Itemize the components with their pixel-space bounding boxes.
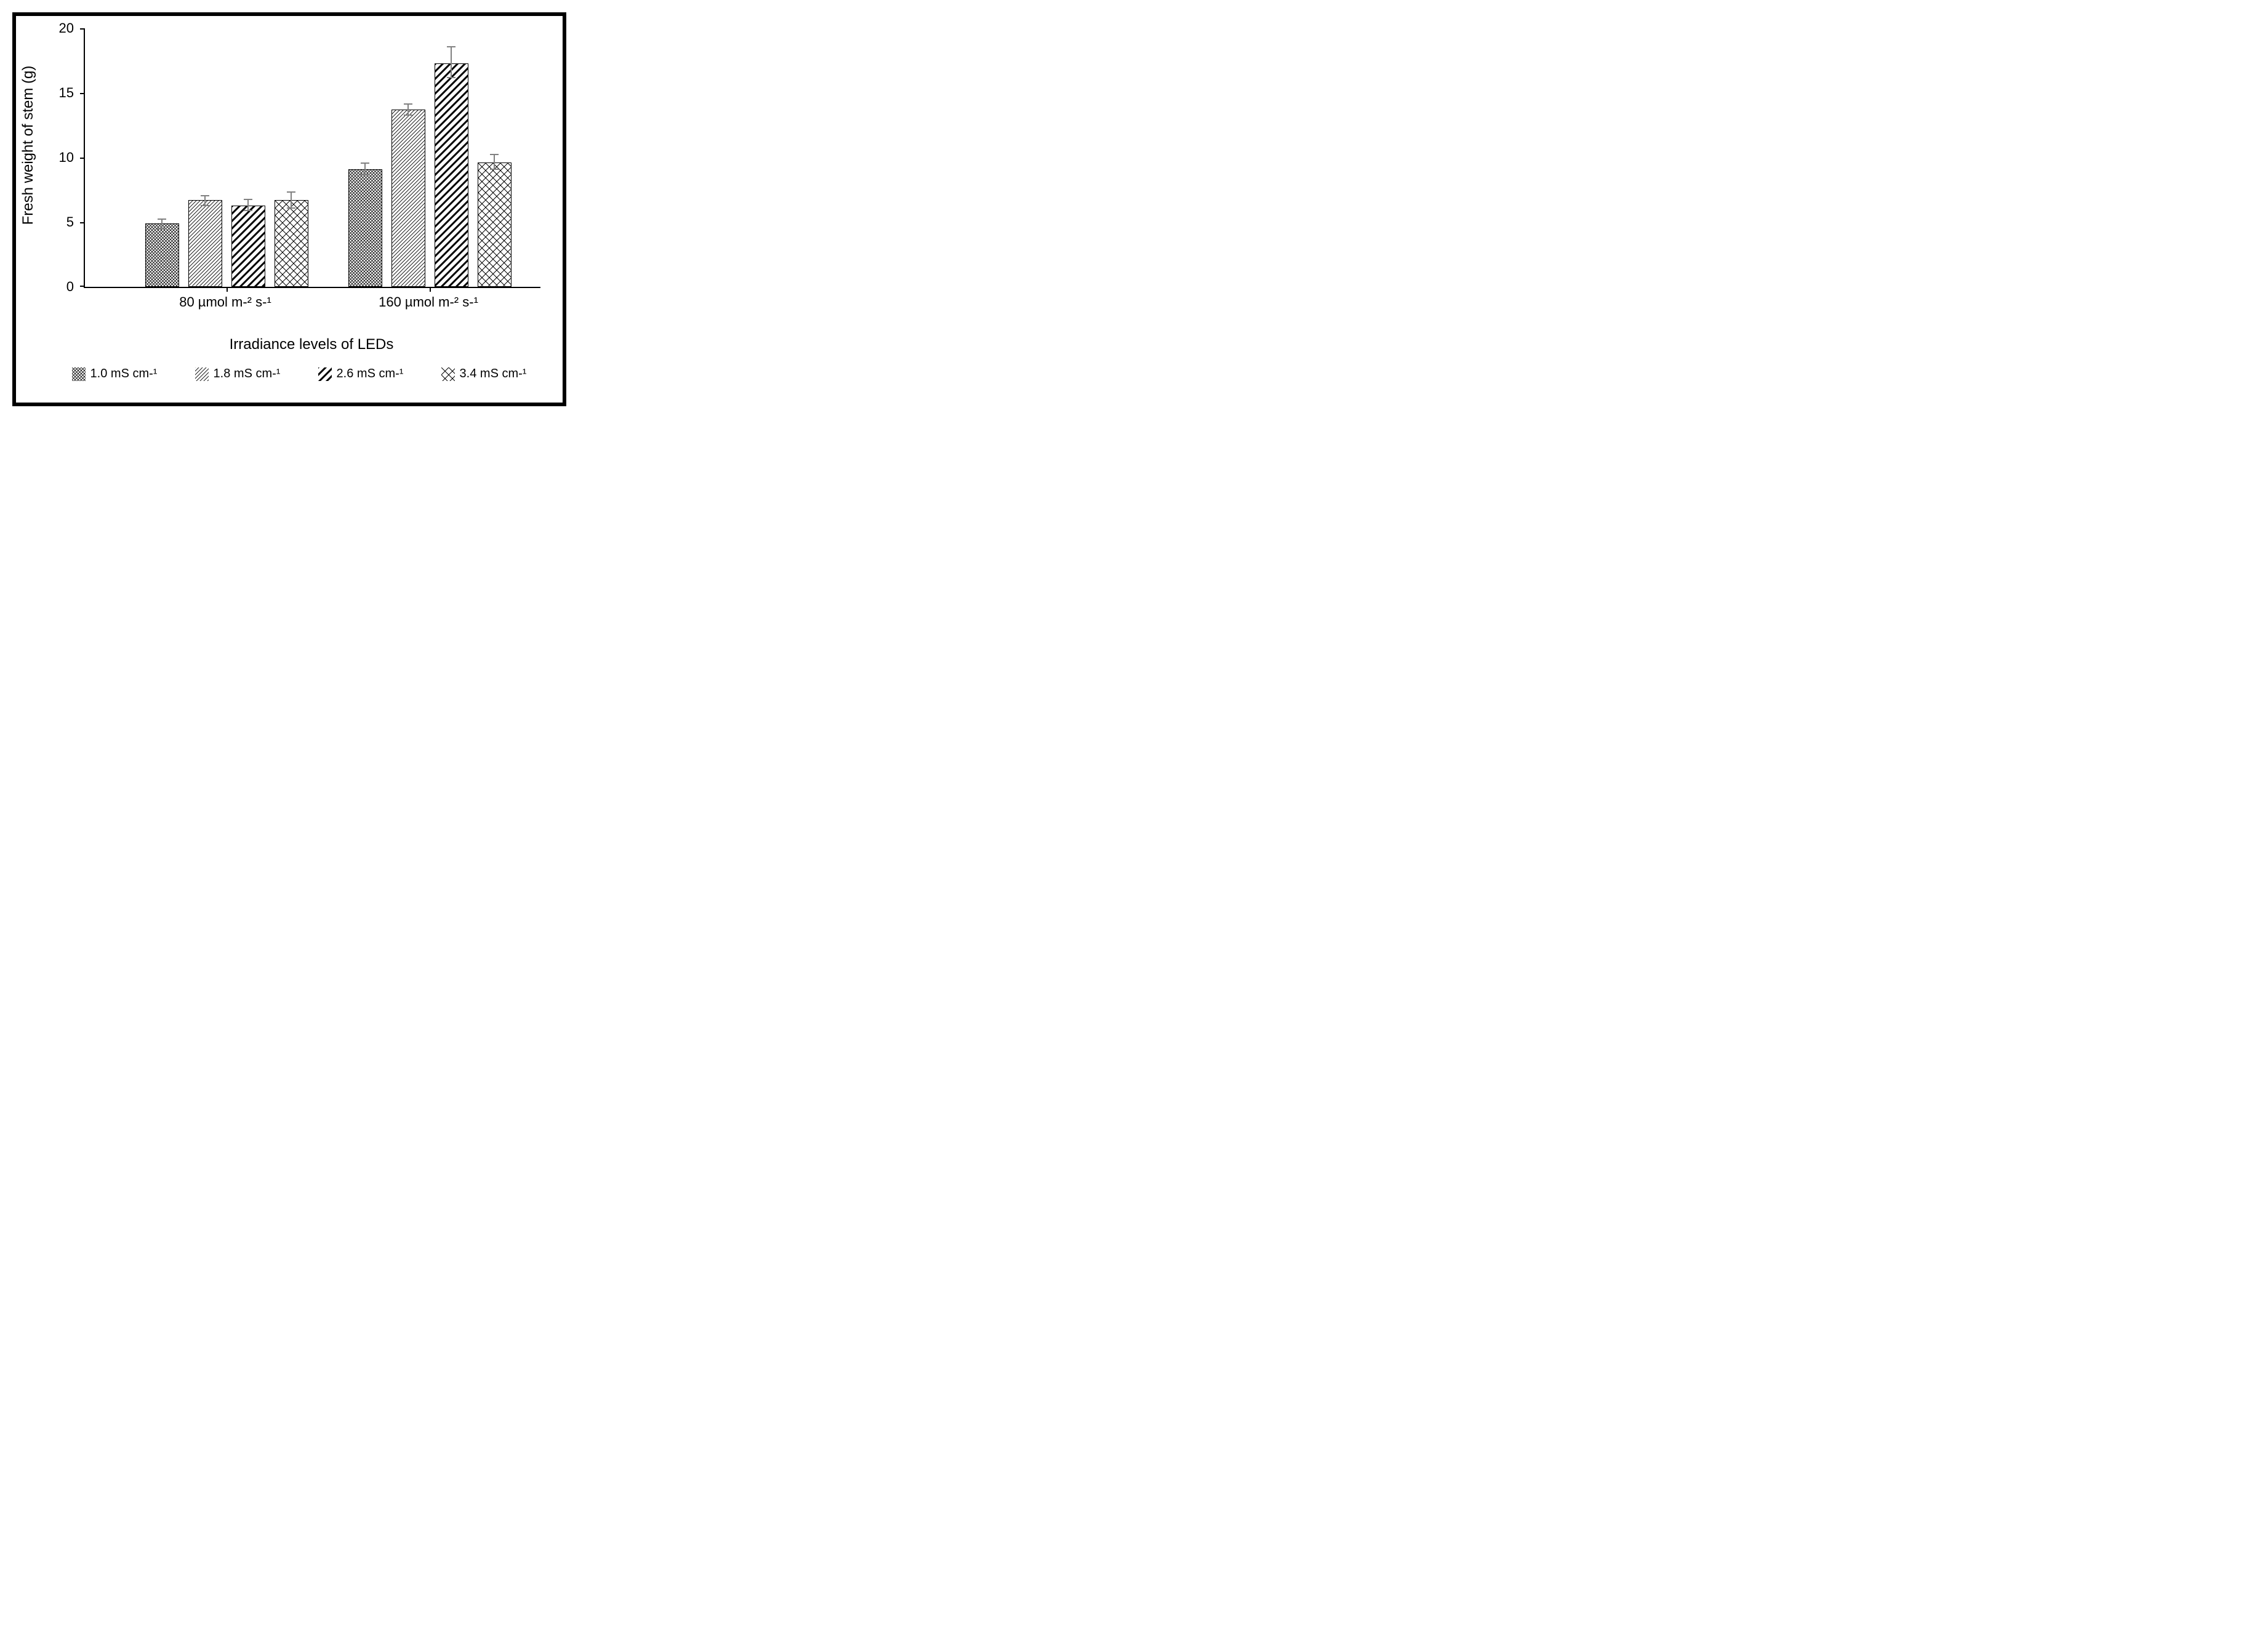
bar [231, 206, 265, 287]
legend-item-3: 2.6 mS cm-¹ [318, 367, 404, 381]
chart-container: Fresh weight of stem (g) 0 5 10 15 20 80… [12, 12, 566, 406]
legend: 1.0 mS cm-¹ 1.8 mS cm-¹ 2.6 mS cm-¹ 3.4 … [53, 367, 545, 381]
y-tick-labels: 0 5 10 15 20 [16, 28, 79, 287]
error-bar [247, 199, 249, 211]
plot-area [84, 28, 540, 288]
legend-item-4: 3.4 mS cm-¹ [441, 367, 527, 381]
group-label-160: 160 µmol m-² s-¹ [348, 294, 508, 310]
error-bar [204, 195, 206, 206]
legend-label-3: 2.6 mS cm-¹ [337, 367, 404, 381]
bar [275, 200, 308, 287]
bar [145, 223, 179, 287]
legend-swatch-4 [441, 367, 455, 381]
error-bar [161, 219, 163, 229]
legend-swatch-2 [195, 367, 209, 381]
legend-label-2: 1.8 mS cm-¹ [214, 367, 281, 381]
bar [391, 110, 425, 287]
error-bar [364, 162, 366, 174]
error-bar [451, 46, 452, 77]
y-tick-10: 10 [18, 150, 74, 166]
error-bar [291, 191, 292, 208]
error-bar [407, 103, 409, 115]
legend-item-1: 1.0 mS cm-¹ [72, 367, 158, 381]
bar [188, 200, 222, 287]
y-tick-5: 5 [18, 214, 74, 230]
legend-label-4: 3.4 mS cm-¹ [460, 367, 527, 381]
x-axis-label: Irradiance levels of LEDs [84, 336, 539, 353]
y-tick-15: 15 [18, 85, 74, 101]
legend-swatch-1 [72, 367, 86, 381]
group-label-80: 80 µmol m-² s-¹ [145, 294, 305, 310]
y-tick-0: 0 [18, 279, 74, 295]
bar [435, 63, 468, 287]
legend-swatch-3 [318, 367, 332, 381]
bar [478, 162, 512, 287]
legend-label-1: 1.0 mS cm-¹ [90, 367, 158, 381]
y-tick-20: 20 [18, 20, 74, 36]
error-bar [494, 154, 495, 169]
bar [348, 169, 382, 287]
legend-item-2: 1.8 mS cm-¹ [195, 367, 281, 381]
